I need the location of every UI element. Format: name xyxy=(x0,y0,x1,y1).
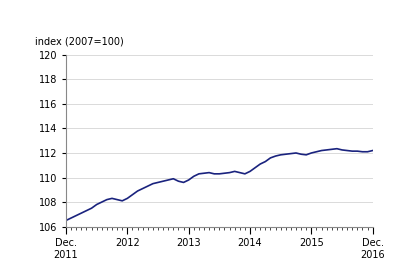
Text: index (2007=100): index (2007=100) xyxy=(35,36,124,46)
